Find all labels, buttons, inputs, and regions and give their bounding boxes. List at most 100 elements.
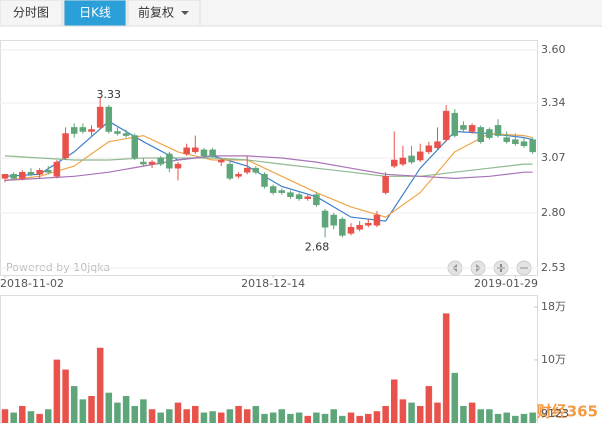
candle-body xyxy=(408,155,415,163)
candle-body xyxy=(512,139,519,144)
candle-body xyxy=(269,186,277,193)
candle-body xyxy=(62,133,69,159)
volume-bar xyxy=(468,402,476,423)
logo: 财经365 xyxy=(537,403,598,421)
candle-body xyxy=(252,167,260,173)
tab[interactable] xyxy=(0,0,63,27)
ma-line xyxy=(4,120,533,222)
candle-body xyxy=(391,159,398,167)
candle-body xyxy=(88,129,95,132)
volume-bar xyxy=(19,405,26,423)
volume-bar xyxy=(512,415,519,423)
volume-bar xyxy=(105,392,113,423)
volume-bar xyxy=(347,412,355,423)
volume-bar xyxy=(252,405,260,423)
volume-bar xyxy=(494,413,502,423)
candle-body xyxy=(140,161,147,165)
tab[interactable] xyxy=(127,0,201,27)
volume-bar xyxy=(382,405,389,423)
x-tick-label: 2018-12-14 xyxy=(241,277,305,290)
volume-bar xyxy=(269,412,277,423)
volume-bar xyxy=(62,369,69,423)
volume-bar xyxy=(261,413,268,423)
volume-bar xyxy=(226,409,234,423)
candle-body xyxy=(174,163,182,169)
volume-bar xyxy=(408,402,415,423)
volume-bar xyxy=(373,411,381,423)
candle-body xyxy=(287,192,294,197)
candle-body xyxy=(365,222,372,226)
volume-bar xyxy=(486,409,493,423)
volume-bar xyxy=(192,405,199,423)
volume-bar xyxy=(330,409,337,423)
candle-body xyxy=(166,153,173,169)
volume-bar xyxy=(477,409,484,423)
candle-body xyxy=(416,151,424,161)
volume-bar xyxy=(442,313,450,423)
candle-body xyxy=(442,110,450,140)
candle-body xyxy=(1,174,9,179)
candle-body xyxy=(157,157,164,165)
volume-bar xyxy=(140,399,147,423)
volume-bar xyxy=(36,413,43,423)
candle-body xyxy=(339,218,346,236)
volume-bar xyxy=(416,405,424,423)
candle-body xyxy=(347,227,355,234)
tab-label: 日K线 xyxy=(79,6,111,20)
candle-body xyxy=(45,169,52,173)
volume-bar xyxy=(529,412,536,423)
volume-bar xyxy=(451,372,459,423)
candle-body xyxy=(105,106,113,132)
candle-body xyxy=(356,224,363,230)
candle-body xyxy=(520,141,528,147)
candle-body xyxy=(434,141,441,149)
volume-bar xyxy=(174,402,182,423)
volume-bar xyxy=(122,396,130,423)
volume-bar xyxy=(287,413,294,423)
volume-bar xyxy=(235,405,242,423)
volume-bar xyxy=(425,386,433,423)
price-annotation: 3.33 xyxy=(97,88,122,101)
candle-body xyxy=(183,147,190,155)
y-tick-label: 3.34 xyxy=(541,96,566,109)
candle-body xyxy=(27,171,35,175)
volume-bar xyxy=(503,412,510,423)
volume-bar xyxy=(339,415,346,423)
candle-body xyxy=(399,157,407,165)
volume-bar xyxy=(278,409,286,423)
volume-bar xyxy=(114,402,121,423)
candle-body xyxy=(10,174,17,179)
volume-bar xyxy=(321,413,329,423)
ma-line xyxy=(4,132,533,218)
volume-bar xyxy=(200,412,208,423)
candle-body xyxy=(200,149,208,157)
candle-body xyxy=(494,125,502,136)
volume-bar xyxy=(399,399,407,423)
y-tick-label: 2.53 xyxy=(541,261,566,274)
candle-body xyxy=(278,190,286,193)
candle-body xyxy=(192,147,199,153)
x-tick-label: 2019-01-29 xyxy=(474,277,538,290)
dropdown-icon xyxy=(181,11,189,15)
volume-bar xyxy=(218,412,225,423)
candle-body xyxy=(243,167,251,173)
volume-bar xyxy=(520,413,528,423)
candle-body xyxy=(304,196,311,199)
volume-bar xyxy=(183,409,190,423)
tab[interactable] xyxy=(63,0,127,27)
tabs: 分时图 日K线 前复权 xyxy=(0,0,201,27)
candle-body xyxy=(382,176,389,193)
volume-bar xyxy=(96,347,104,423)
volume-bar xyxy=(10,412,17,423)
candle-body xyxy=(131,135,138,159)
candle-body xyxy=(19,171,26,179)
candle-body xyxy=(330,214,337,226)
candle-body xyxy=(235,174,242,177)
tab-label: 分时图 xyxy=(13,6,49,20)
volume-bar xyxy=(166,409,173,423)
y-tick-label: 3.60 xyxy=(541,43,566,56)
volume-bar xyxy=(1,409,9,423)
volume-bar xyxy=(460,405,467,423)
candle-body xyxy=(114,131,121,134)
